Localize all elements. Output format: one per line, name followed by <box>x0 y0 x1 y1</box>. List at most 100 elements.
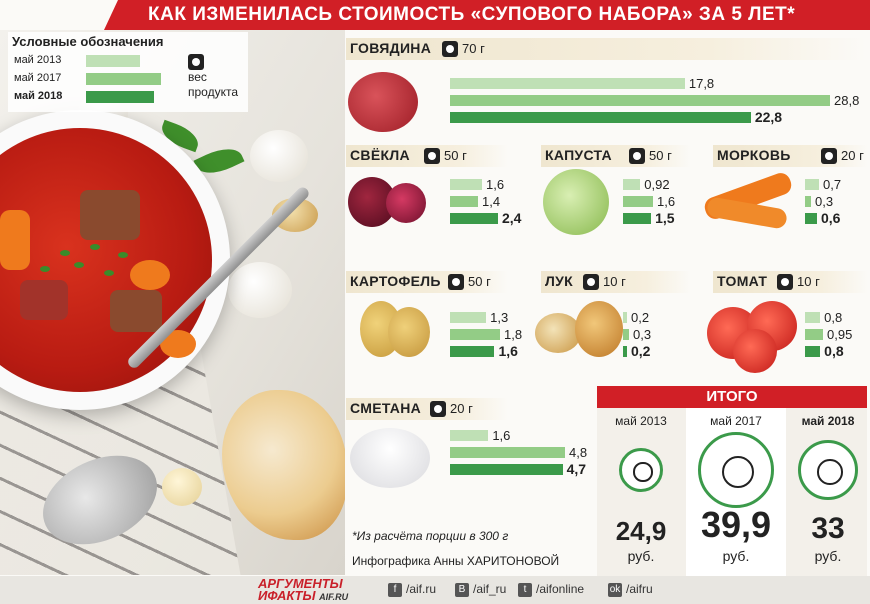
product-6-bar-май-2018 <box>805 346 821 357</box>
product-7-bar-май-2018 <box>450 464 563 475</box>
product-2-name: КАПУСТА <box>545 147 612 163</box>
product-3-weight: 20 г <box>841 148 864 163</box>
product-2-value-label: 1,5 <box>655 210 675 226</box>
credit: Инфографика Анны ХАРИТОНОВОЙ <box>352 554 560 568</box>
total-value: 33 <box>811 512 845 545</box>
product-4-value-label: 1,3 <box>490 310 509 325</box>
product-1-value-label: 2,4 <box>502 210 522 226</box>
product-0-value-label: 22,8 <box>754 109 783 125</box>
cabbage-picture <box>543 169 609 235</box>
product-1-bar-май-2013 <box>450 179 482 190</box>
product-2-value-label: 0,92 <box>644 177 670 192</box>
product-5-weight: 10 г <box>603 274 626 289</box>
total-column: май 2013 24,9 руб. <box>600 408 682 576</box>
product-4-weight: 50 г <box>468 274 491 289</box>
aif-logo[interactable]: АРГУМЕНТЫ ИФАКТЫ AIF.RU <box>258 576 349 603</box>
beet-picture <box>386 183 426 223</box>
product-0-value-label: 17,8 <box>688 76 715 91</box>
total-weight-icon <box>698 432 774 508</box>
product-7-value-label: 4,7 <box>566 461 587 477</box>
product-4-header: КАРТОФЕЛЬ 50 г <box>346 271 508 293</box>
product-2-weight: 50 г <box>649 148 672 163</box>
totals-title: ИТОГО <box>597 386 867 408</box>
legend-title: Условные обозначения <box>12 34 164 49</box>
chart-title: КАК ИЗМЕНИЛАСЬ СТОИМОСТЬ «СУПОВОГО НАБОР… <box>104 0 870 30</box>
product-5-bar-май-2013 <box>623 312 627 323</box>
total-unit: руб. <box>814 548 842 564</box>
weight-icon <box>777 274 793 290</box>
onion-picture <box>535 313 581 353</box>
total-year: май 2013 <box>615 414 667 428</box>
social-link-text: /aif.ru <box>406 582 437 596</box>
weight-icon <box>430 401 446 417</box>
total-year: май 2018 <box>801 414 855 428</box>
total-column: май 2017 39,9 руб. <box>686 408 786 576</box>
beef-picture <box>348 72 418 132</box>
product-6-name: ТОМАТ <box>717 273 768 289</box>
product-5-header: ЛУК 10 г <box>541 271 691 293</box>
product-6-bar-май-2017 <box>805 329 823 340</box>
potato-picture <box>388 307 430 357</box>
product-1-name: СВЁКЛА <box>350 147 410 163</box>
product-7-value-label: 4,8 <box>569 445 588 460</box>
product-0-bar-май-2017 <box>450 95 830 106</box>
product-4-bar-май-2013 <box>450 312 487 323</box>
total-column: май 2018 33 руб. <box>790 408 866 576</box>
social-link-text: /aifonline <box>536 582 585 596</box>
product-1-bar-май-2018 <box>450 213 498 224</box>
product-1-bar-май-2017 <box>450 196 478 207</box>
total-unit: руб. <box>722 548 750 564</box>
product-3-bar-май-2017 <box>805 196 811 207</box>
product-7-weight: 20 г <box>450 401 473 416</box>
social-link-text: /aif_ru <box>473 582 507 596</box>
product-6-bar-май-2013 <box>805 312 821 323</box>
legend: Условные обозначения май 2013 май 2017 м… <box>8 32 248 112</box>
footnote: *Из расчёта порции в 300 г <box>352 529 509 543</box>
product-7-bar-май-2013 <box>450 430 489 441</box>
facebook-icon: f <box>388 582 402 597</box>
legend-weight-label: вес продукта <box>188 70 239 99</box>
product-6-value-label: 0,8 <box>824 343 844 359</box>
product-7-bar-май-2017 <box>450 447 565 458</box>
legend-swatch-2018 <box>86 91 154 103</box>
social-link[interactable]: ok/aifru <box>608 582 653 597</box>
weight-icon <box>629 148 645 164</box>
product-2-bar-май-2013 <box>623 179 641 190</box>
social-link[interactable]: f/aif.ru <box>388 582 436 597</box>
legend-swatch-2017 <box>86 73 161 85</box>
twitter-icon: t <box>518 582 532 597</box>
product-0-value-label: 28,8 <box>834 93 860 108</box>
product-1-weight: 50 г <box>444 148 467 163</box>
vk-icon: В <box>455 582 469 597</box>
product-4-bar-май-2018 <box>450 346 495 357</box>
total-unit: руб. <box>627 548 655 564</box>
product-6-weight: 10 г <box>797 274 820 289</box>
product-3-header: МОРКОВЬ 20 г <box>713 145 868 167</box>
total-weight-icon <box>798 440 858 500</box>
weight-icon <box>188 54 204 70</box>
product-1-header: СВЁКЛА 50 г <box>346 145 508 167</box>
product-4-value-label: 1,6 <box>498 343 518 359</box>
social-link[interactable]: t/aifonline <box>518 582 584 597</box>
footer: АРГУМЕНТЫ ИФАКТЫ AIF.RU f/aif.ru В/aif_ru… <box>0 576 870 604</box>
onion-picture <box>575 301 623 357</box>
product-5-bar-май-2018 <box>623 346 627 357</box>
product-7-name: СМЕТАНА <box>350 400 422 416</box>
product-1-value-label: 1,4 <box>482 194 501 209</box>
product-5-value-label: 0,3 <box>633 327 652 342</box>
product-3-value-label: 0,7 <box>823 177 842 192</box>
product-2-header: КАПУСТА 50 г <box>541 145 691 167</box>
weight-icon <box>424 148 440 164</box>
product-6-value-label: 0,95 <box>827 327 853 342</box>
product-6-header: ТОМАТ 10 г <box>713 271 868 293</box>
total-year: май 2017 <box>710 414 762 428</box>
product-2-bar-май-2018 <box>623 213 652 224</box>
product-4-name: КАРТОФЕЛЬ <box>350 273 441 289</box>
product-7-value-label: 1,6 <box>492 428 511 443</box>
odnoklassniki-icon: ok <box>608 582 622 597</box>
product-3-name: МОРКОВЬ <box>717 147 791 163</box>
total-weight-icon <box>619 448 663 492</box>
product-6-value-label: 0,8 <box>824 310 843 325</box>
social-link[interactable]: В/aif_ru <box>455 582 506 597</box>
borscht-photo <box>0 30 345 575</box>
